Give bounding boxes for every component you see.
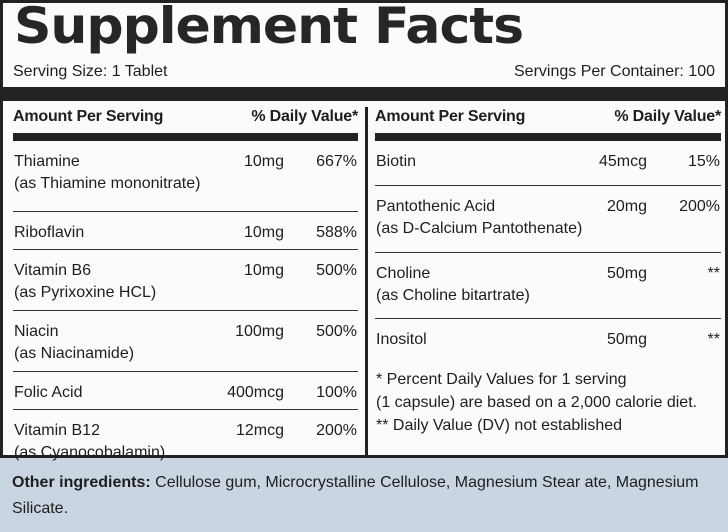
nutrient-daily-value: 500% xyxy=(316,262,357,279)
nutrient-daily-value: 100% xyxy=(316,384,357,401)
nutrient-name: Vitamin B12 xyxy=(14,422,100,439)
nutrient-source: (as Thiamine mononitrate) xyxy=(14,175,201,192)
thick-divider xyxy=(3,87,725,101)
nutrient-daily-value: 588% xyxy=(316,224,357,241)
nutrient-row: Choline (as Choline bitartrate) 50mg ** xyxy=(375,253,721,319)
nutrient-source: (as Pyrixoxine HCL) xyxy=(14,284,157,301)
servings-per-container: Servings Per Container: 100 xyxy=(514,63,715,80)
nutrient-amount: 10mg xyxy=(243,224,284,241)
nutrient-amount: 10mg xyxy=(243,153,284,170)
footnote-line: * Percent Daily Values for 1 serving xyxy=(376,371,627,388)
nutrient-daily-value: 15% xyxy=(687,153,720,170)
amount-per-serving-heading: Amount Per Serving xyxy=(13,108,164,125)
nutrient-row: Vitamin B12 (as Cyanocobalamin) 12mcg 200% xyxy=(13,410,358,470)
nutrient-amount: 50mg xyxy=(606,331,647,348)
column-divider xyxy=(365,107,368,457)
nutrient-amount: 50mg xyxy=(606,265,647,282)
nutrient-daily-value: ** xyxy=(707,265,720,282)
left-column: Amount Per Serving % Daily Value* Thiami… xyxy=(13,101,358,470)
nutrient-name: Biotin xyxy=(376,153,417,170)
nutrient-daily-value: 200% xyxy=(679,198,720,215)
right-column-header: Amount Per Serving % Daily Value* xyxy=(375,101,721,141)
nutrient-name: Folic Acid xyxy=(14,384,83,401)
nutrient-source: (as Choline bitartrate) xyxy=(376,287,530,304)
nutrient-row: Thiamine (as Thiamine mononitrate) 10mg 667… xyxy=(13,141,358,212)
nutrient-amount: 100mg xyxy=(235,323,284,340)
serving-size: Serving Size: 1 Tablet xyxy=(13,63,168,80)
nutrient-name: Inositol xyxy=(376,331,427,348)
nutrient-name: Vitamin B6 xyxy=(14,262,92,279)
nutrient-row: Folic Acid 400mcg 100% xyxy=(13,372,358,410)
nutrient-name: Choline xyxy=(376,265,431,282)
daily-value-heading: % Daily Value* xyxy=(614,108,721,125)
nutrient-amount: 20mg xyxy=(606,198,647,215)
nutrient-source: (as D-Calcium Pantothenate) xyxy=(376,220,583,237)
daily-value-heading: % Daily Value* xyxy=(251,108,358,125)
nutrient-row: Inositol 50mg ** xyxy=(375,319,721,360)
right-column: Amount Per Serving % Daily Value* Biotin… xyxy=(375,101,721,437)
nutrient-amount: 10mg xyxy=(243,262,284,279)
nutrient-row: Riboflavin 10mg 588% xyxy=(13,212,358,250)
nutrient-name: Riboflavin xyxy=(14,224,85,241)
nutrient-amount: 45mcg xyxy=(598,153,647,170)
nutrient-source: (as Niacinamide) xyxy=(14,345,135,362)
nutrient-daily-value: 667% xyxy=(316,153,357,170)
nutrient-name: Thiamine xyxy=(14,153,80,170)
other-ingredients: Other ingredients: Cellulose gum, Microc… xyxy=(12,470,712,522)
nutrient-name: Pantothenic Acid xyxy=(376,198,496,215)
footnotes: * Percent Daily Values for 1 serving (1 … xyxy=(375,360,721,437)
nutrient-row: Niacin (as Niacinamide) 100mg 500% xyxy=(13,311,358,372)
amount-per-serving-heading: Amount Per Serving xyxy=(375,108,526,125)
nutrient-row: Vitamin B6 (as Pyrixoxine HCL) 10mg 500% xyxy=(13,250,358,311)
other-ingredients-label: Other ingredients: xyxy=(12,474,151,491)
serving-info: Serving Size: 1 Tablet Servings Per Cont… xyxy=(13,63,715,81)
other-ingredients-text: Cellulose gum, Microcrystalline Cellulos… xyxy=(12,474,699,517)
nutrient-row: Pantothenic Acid (as D-Calcium Pantothena… xyxy=(375,186,721,253)
footnote-line: (1 capsule) are based on a 2,000 calorie… xyxy=(376,394,698,411)
nutrient-daily-value: 200% xyxy=(316,422,357,439)
nutrient-daily-value: 500% xyxy=(316,323,357,340)
nutrient-name: Niacin xyxy=(14,323,59,340)
nutrient-daily-value: ** xyxy=(707,331,720,348)
panel-title: Supplement Facts xyxy=(14,0,524,55)
supplement-facts-panel: Supplement Facts Serving Size: 1 Tablet … xyxy=(0,0,728,461)
nutrient-amount: 400mcg xyxy=(227,384,284,401)
left-column-header: Amount Per Serving % Daily Value* xyxy=(13,101,358,141)
footnote-line: ** Daily Value (DV) not established xyxy=(376,417,623,434)
nutrient-amount: 12mcg xyxy=(235,422,284,439)
nutrient-row: Biotin 45mcg 15% xyxy=(375,141,721,186)
nutrient-source: (as Cyanocobalamin) xyxy=(14,444,166,461)
